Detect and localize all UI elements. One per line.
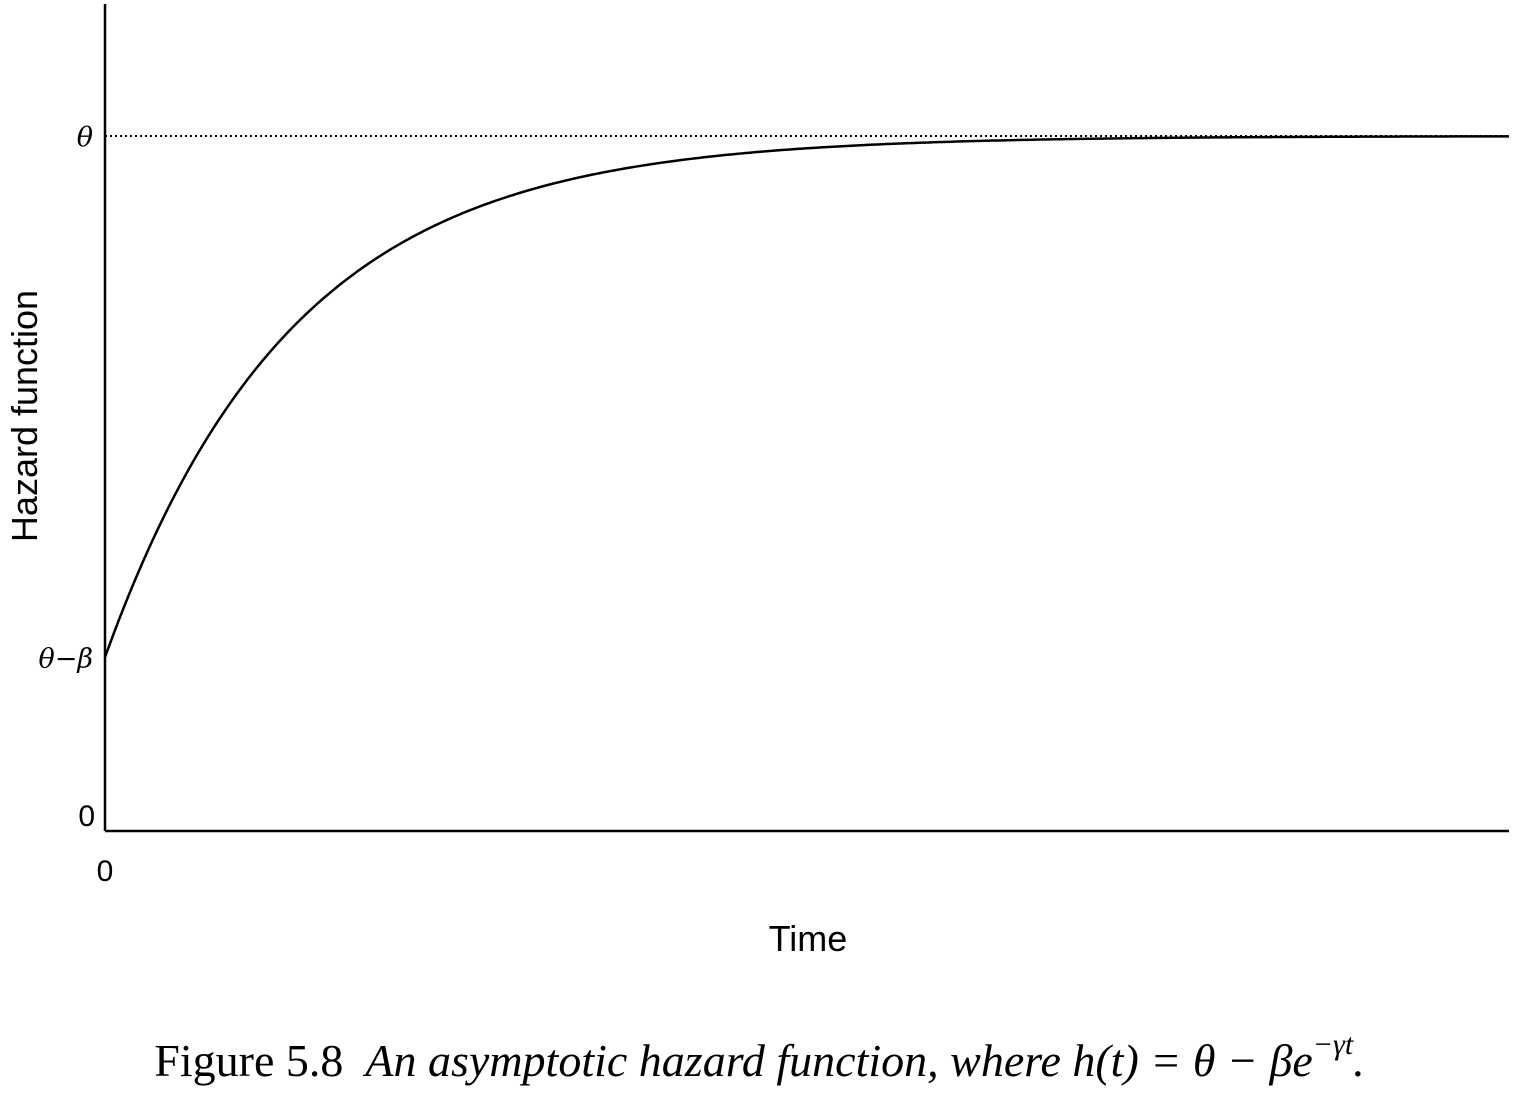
x-tick-label: 0 <box>97 855 114 888</box>
y-tick-label: θ <box>77 122 93 153</box>
figure-caption: Figure 5.8 An asymptotic hazard function,… <box>0 1030 1519 1087</box>
y-tick-labels: 0 θ−β θ <box>39 122 96 833</box>
hazard-curve <box>103 135 1510 658</box>
x-tick-labels: 0 <box>97 855 114 888</box>
caption-text: An asymptotic hazard function, where h(t… <box>365 1030 1365 1087</box>
caption-period: . <box>1353 1035 1365 1086</box>
caption-exponent: −γt <box>1312 1028 1354 1061</box>
caption-formula: An asymptotic hazard function, where h(t… <box>365 1035 1313 1086</box>
y-tick-label: θ−β <box>39 643 94 674</box>
x-axis-label: Time <box>769 918 848 959</box>
caption-label: Figure 5.8 <box>154 1035 344 1086</box>
y-axis-label: Hazard function <box>4 290 45 542</box>
y-tick-label: 0 <box>78 800 95 833</box>
